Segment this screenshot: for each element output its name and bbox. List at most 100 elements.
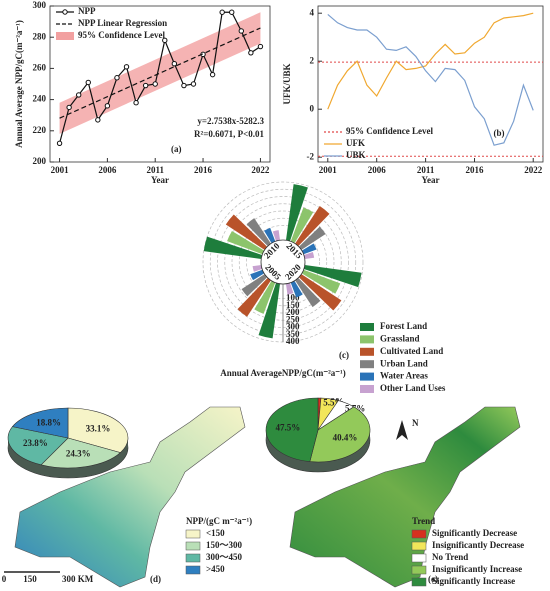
r-tick-label: 250 <box>286 314 300 324</box>
polar-bar <box>303 252 315 260</box>
legend-swatch <box>360 323 374 331</box>
legend-label: Significantly Increase <box>432 576 515 586</box>
legend-swatch <box>360 335 374 344</box>
value-label: 47.5% <box>276 423 301 433</box>
legend-label: Cultivated Land <box>380 346 443 356</box>
grid-circle <box>209 188 357 336</box>
y-axis-title: UFK/UBK <box>282 63 292 104</box>
r-tick-label: 300 <box>286 322 300 332</box>
polar-bar <box>295 277 321 308</box>
point <box>171 61 178 67</box>
value-label: 18.8% <box>36 418 61 428</box>
point <box>162 37 168 44</box>
pie-slice <box>67 407 129 453</box>
legend-swatch <box>411 541 427 551</box>
panel-label: (d) <box>150 574 161 584</box>
series-line <box>59 27 261 119</box>
y-tick-label: 4 <box>310 7 315 17</box>
point <box>114 75 120 81</box>
r-tick-label: 400 <box>286 336 300 346</box>
plot-frame <box>49 5 271 163</box>
pie-slice <box>11 407 69 439</box>
legend-label: UFK <box>346 138 365 148</box>
x-tick-label: 2022 <box>524 165 543 175</box>
pie-slice <box>7 426 69 466</box>
legend-swatch <box>185 565 201 575</box>
y-tick-label: 200 <box>33 156 47 166</box>
r-tick-label: 350 <box>286 329 300 339</box>
y-tick-label: 2 <box>310 55 315 65</box>
series-line <box>58 11 261 144</box>
polar-bar <box>285 184 308 242</box>
polar-bar <box>225 214 268 250</box>
polar-bar <box>303 264 362 288</box>
point <box>248 50 254 56</box>
point <box>75 92 82 98</box>
legend-label: Grassland <box>380 333 420 343</box>
value-label: 5.5% <box>323 398 343 408</box>
legend-swatch <box>360 372 374 381</box>
x-axis-title: Year <box>151 175 169 185</box>
group-label: 2020 <box>283 262 303 282</box>
point <box>190 81 197 87</box>
polar-bar <box>203 236 263 260</box>
r-axis-title: Annual AverageNPP/gC(m⁻²a⁻¹) <box>220 368 345 378</box>
point <box>85 79 91 86</box>
x-tick-label: 2016 <box>194 165 213 175</box>
pie-slice <box>265 397 319 462</box>
x-tick-label: 2022 <box>251 165 270 175</box>
legend-swatch <box>411 529 427 539</box>
polar-bar <box>285 282 294 295</box>
y-tick-label: 0 <box>310 103 315 113</box>
legend-swatch <box>411 577 427 587</box>
value-label: 33.1% <box>86 423 111 433</box>
legend-label: NPP <box>78 6 96 16</box>
legend-label: Insignificantly Decrease <box>432 540 524 550</box>
inner-ring <box>260 239 306 285</box>
legend-swatch <box>56 32 74 40</box>
legend-label: Significantly Decrease <box>432 528 517 538</box>
map-e <box>289 406 521 588</box>
point <box>152 81 158 87</box>
polar-bar <box>252 264 263 272</box>
point <box>229 9 235 15</box>
y-tick-label: 280 <box>33 31 47 41</box>
annotation: R²=0.6071, P<0.01 <box>194 129 264 139</box>
panel-label: (a) <box>171 144 182 154</box>
series-line <box>327 13 534 146</box>
legend-swatch <box>360 385 374 393</box>
legend-label: 95% Confidence Level <box>78 30 165 40</box>
value-label: 23.8% <box>23 438 48 448</box>
polar-bar <box>298 226 326 250</box>
point <box>133 100 139 106</box>
north-label: N <box>412 418 419 428</box>
polar-bar <box>246 218 271 247</box>
x-tick-label: 2006 <box>98 165 117 175</box>
legend-swatch <box>411 553 427 563</box>
y-tick-label: 240 <box>33 94 47 104</box>
group-label: 2015 <box>284 241 304 261</box>
polar-bar <box>258 282 281 339</box>
legend-swatch <box>185 541 201 551</box>
legend-label: 150～300 <box>206 540 243 550</box>
polar-bar <box>295 206 330 247</box>
polar-bar <box>290 280 303 298</box>
x-tick-label: 2006 <box>368 165 387 175</box>
y-tick-label: 260 <box>33 62 47 72</box>
x-tick-label: 2001 <box>319 165 338 175</box>
polar-bar <box>250 269 265 281</box>
point <box>95 117 101 123</box>
r-tick-label: 200 <box>286 307 300 317</box>
point <box>123 64 130 70</box>
point <box>56 140 63 146</box>
polar-bar <box>264 227 276 244</box>
scale-label: 300 KM <box>62 574 94 584</box>
legend-label: Other Land Uses <box>380 383 446 393</box>
point <box>238 28 245 34</box>
pie-slice <box>309 406 371 463</box>
legend-marker <box>62 9 68 15</box>
polar-bar <box>301 243 317 255</box>
y-tick-label: 220 <box>33 125 47 135</box>
legend-label: No Trend <box>432 552 468 562</box>
